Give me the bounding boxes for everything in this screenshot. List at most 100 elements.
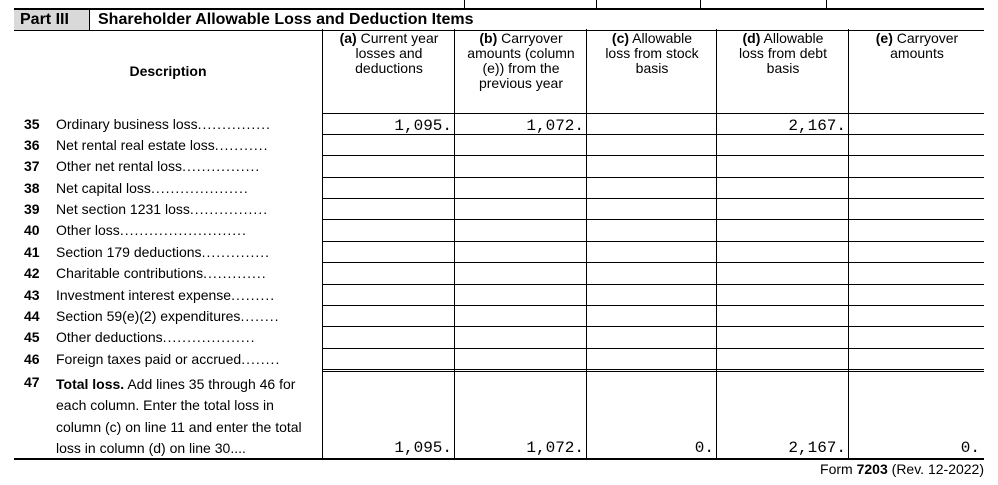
line-description: Section 59(e)(2) expenditures........ (56, 308, 322, 324)
grid-line (322, 219, 984, 220)
part-label: Part III (14, 10, 90, 30)
grid-line (322, 348, 984, 349)
line-39: 39 Net section 1231 loss................ (14, 199, 984, 220)
line-label: Section 179 deductions (56, 244, 202, 260)
grid-line (322, 305, 984, 306)
leader-dots: ........... (214, 137, 269, 153)
line-47-col-d[interactable]: 2,167. (788, 439, 846, 457)
line-43: 43 Investment interest expense......... (14, 285, 984, 306)
grid-line (322, 371, 984, 372)
grid-line (322, 155, 984, 156)
grid-line (322, 369, 984, 370)
line-label: Section 59(e)(2) expenditures (56, 308, 241, 324)
grid-line (586, 29, 587, 458)
top-stub (700, 0, 701, 8)
line-35-col-a[interactable]: 1,095. (394, 117, 452, 135)
line-number: 39 (24, 201, 40, 217)
column-c-header: (c) Allowable loss from stock basis (588, 29, 716, 113)
line-description: Ordinary business loss............... (56, 116, 322, 132)
column-e-header: (e) Carryover amounts (850, 29, 984, 113)
column-c-text: Allowable loss from stock basis (605, 30, 699, 76)
leader-dots: ............. (203, 265, 267, 281)
line-description: Net rental real estate loss........... (56, 137, 322, 153)
grid-line (322, 241, 984, 242)
column-b-text: Carryover amounts (column (e)) from the … (467, 30, 575, 91)
grid-line (322, 113, 984, 114)
column-d-text: Allowable loss from debt basis (739, 30, 827, 76)
form-number: 7203 (856, 461, 888, 477)
column-b-header: (b) Carryover amounts (column (e)) from … (456, 29, 586, 113)
part-title: Shareholder Allowable Loss and Deduction… (98, 11, 474, 28)
line-41: 41 Section 179 deductions.............. (14, 242, 984, 263)
line-number: 38 (24, 180, 40, 196)
line-36: 36 Net rental real estate loss..........… (14, 135, 984, 156)
leader-dots: ........ (241, 351, 281, 367)
grid-line (322, 177, 984, 178)
line-label: Net capital loss (56, 180, 151, 196)
leader-dots: .............. (201, 244, 271, 260)
part-header: Part III Shareholder Allowable Loss and … (14, 8, 984, 31)
total-loss-description: Total loss. Add lines 35 through 46 for … (56, 374, 314, 460)
line-description: Net section 1231 loss................ (56, 201, 322, 217)
leader-dots: .......................... (119, 222, 247, 238)
grid-line (322, 198, 984, 199)
line-description: Net capital loss.................... (56, 180, 322, 196)
column-d-header: (d) Allowable loss from debt basis (718, 29, 848, 113)
line-label: Investment interest expense (56, 287, 232, 303)
grid-line (322, 134, 984, 135)
line-label: Net section 1231 loss (56, 201, 190, 217)
grid-line (322, 262, 984, 263)
line-number: 43 (24, 287, 40, 303)
column-a-header: (a) Current year losses and deductions (324, 29, 454, 113)
line-number: 35 (24, 116, 40, 132)
line-description: Section 179 deductions.............. (56, 244, 322, 260)
line-45: 45 Other deductions................... (14, 327, 984, 348)
line-47-col-e[interactable]: 0. (960, 439, 980, 457)
grid-line (454, 29, 455, 458)
form-revision: (Rev. 12-2022) (891, 461, 984, 477)
grid-line (322, 29, 323, 458)
column-e-letter: (e) (875, 30, 893, 46)
total-loss-label: Total loss. (56, 376, 125, 392)
line-37: 37 Other net rental loss................ (14, 156, 984, 177)
line-35-col-d[interactable]: 2,167. (788, 117, 846, 135)
grid-line (322, 326, 984, 327)
leader-dots: .... (230, 440, 246, 457)
line-47-col-a[interactable]: 1,095. (394, 439, 452, 457)
line-number: 44 (24, 308, 40, 324)
line-number: 46 (24, 351, 40, 367)
line-label: Foreign taxes paid or accrued (56, 351, 242, 367)
line-description: Foreign taxes paid or accrued........ (56, 351, 322, 367)
line-47-col-c[interactable]: 0. (694, 439, 714, 457)
line-description: Other loss.......................... (56, 222, 322, 238)
line-number: 40 (24, 222, 40, 238)
leader-dots: ................ (182, 158, 261, 174)
grid-line (322, 284, 984, 285)
line-description: Investment interest expense......... (56, 287, 322, 303)
line-40: 40 Other loss.......................... (14, 220, 984, 241)
leader-dots: ................ (189, 201, 269, 217)
column-a-text: Current year losses and deductions (355, 30, 439, 76)
line-label: Other loss (56, 222, 120, 238)
line-number: 37 (24, 158, 40, 174)
line-44: 44 Section 59(e)(2) expenditures........ (14, 306, 984, 327)
line-label: Other net rental loss (56, 158, 183, 174)
line-label: Charitable contributions (56, 265, 204, 281)
leader-dots: ........ (240, 308, 280, 324)
line-35: 35 Ordinary business loss...............… (14, 114, 984, 135)
line-46: 46 Foreign taxes paid or accrued........ (14, 349, 984, 370)
grid-line (716, 29, 717, 458)
line-number: 41 (24, 244, 40, 260)
line-number: 36 (24, 137, 40, 153)
leader-dots: ................... (162, 329, 256, 345)
column-b-letter: (b) (479, 30, 498, 46)
line-number: 42 (24, 265, 40, 281)
column-d-letter: (d) (742, 30, 761, 46)
line-35-col-b[interactable]: 1,072. (526, 117, 584, 135)
column-a-letter: (a) (339, 30, 357, 46)
leader-dots: .................... (150, 180, 249, 196)
line-47-col-b[interactable]: 1,072. (526, 439, 584, 457)
form-prefix: Form (820, 461, 853, 477)
line-number: 47 (24, 374, 40, 390)
